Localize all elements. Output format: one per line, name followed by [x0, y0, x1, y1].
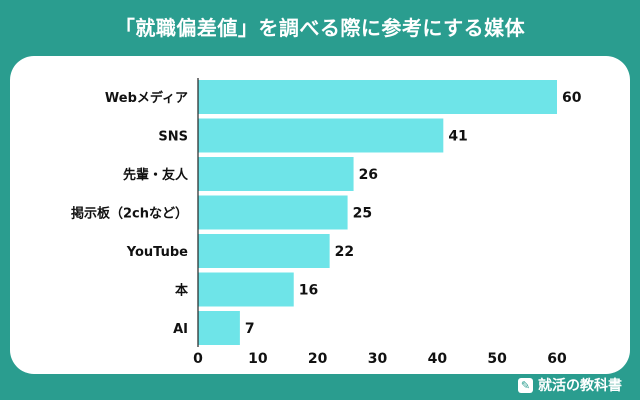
category-label-5: 本 — [175, 283, 188, 299]
bar-0 — [198, 80, 557, 114]
value-label-3: 25 — [353, 206, 372, 222]
bar-5 — [198, 272, 294, 307]
x-tick-label-1: 10 — [248, 351, 268, 367]
value-labels: 60 41 26 25 22 16 7 — [245, 90, 582, 337]
book-pen-icon: ✎ — [518, 377, 533, 393]
x-tick-label-6: 60 — [547, 351, 567, 367]
x-tick-label-4: 40 — [428, 351, 448, 367]
bars-layer — [198, 80, 557, 345]
category-label-6: AI — [173, 322, 188, 337]
bar-1 — [198, 118, 444, 153]
bar-4 — [198, 234, 330, 268]
value-label-5: 16 — [299, 283, 318, 299]
x-tick-label-3: 30 — [368, 351, 388, 367]
x-tick-label-0: 0 — [193, 351, 203, 367]
category-label-2: 先輩・友人 — [123, 167, 189, 183]
x-tick-label-5: 50 — [487, 351, 507, 367]
value-label-2: 26 — [359, 167, 378, 183]
bar-3 — [198, 195, 348, 230]
brand-name: 就活の教科書 — [538, 378, 622, 394]
x-axis-ticks: 0 10 20 30 40 50 60 — [193, 351, 567, 367]
bar-2 — [198, 157, 354, 191]
category-label-0: Webメディア — [105, 90, 188, 106]
value-label-0: 60 — [562, 90, 582, 106]
bar-6 — [198, 311, 240, 345]
category-label-1: SNS — [158, 130, 188, 145]
category-label-3: 掲示板（2chなど） — [71, 206, 188, 222]
chart-title: 「就職偏差値」を調べる際に参考にする媒体 — [114, 16, 526, 40]
category-label-4: YouTube — [126, 245, 188, 260]
value-label-1: 41 — [448, 129, 467, 145]
x-tick-label-2: 20 — [308, 351, 328, 367]
brand-logo: ✎ 就活の教科書 — [518, 375, 622, 395]
value-label-6: 7 — [245, 321, 255, 337]
value-label-4: 22 — [335, 244, 354, 260]
